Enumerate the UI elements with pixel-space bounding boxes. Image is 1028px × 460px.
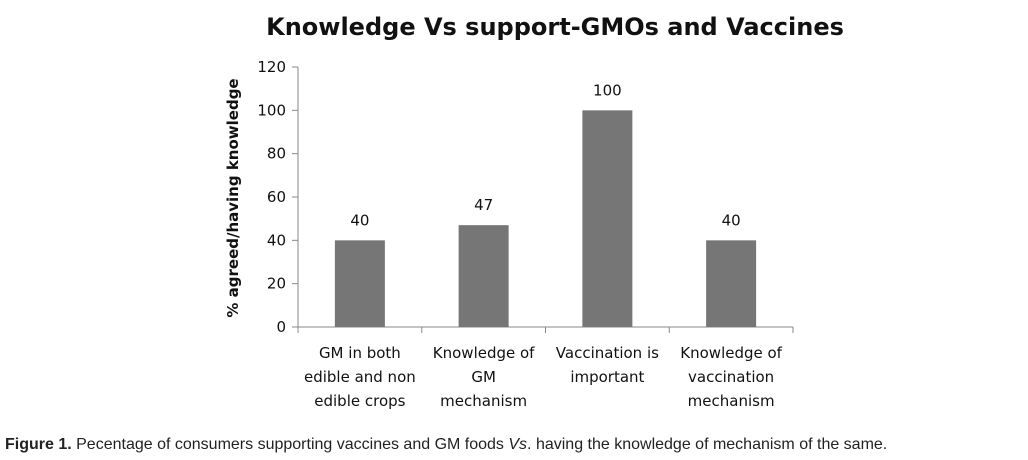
caption-label: Figure 1. [5, 436, 72, 453]
category-label-line: GM [471, 368, 496, 386]
data-label: 100 [593, 81, 622, 99]
category-label-line: mechanism [440, 392, 527, 410]
caption-text-2: . having the knowledge of mechanism of t… [527, 436, 888, 453]
category-label-line: Knowledge of [433, 344, 535, 362]
plot-area: 0 20 40 60 80 100 120 40 GM in both edible and no… [257, 58, 794, 410]
data-label: 47 [474, 196, 493, 214]
bar-chart: Knowledge Vs support-GMOs and Vaccines %… [224, 13, 844, 410]
bar [582, 110, 633, 327]
bar [458, 225, 509, 327]
data-label: 40 [350, 211, 369, 229]
category-label-line: edible and non [304, 368, 416, 386]
chart-title: Knowledge Vs support-GMOs and Vaccines [266, 13, 844, 41]
y-tick-label: 60 [267, 188, 286, 206]
category-label-line: GM in both [319, 344, 401, 362]
y-axis-title: % agreed/having knowledge [224, 78, 242, 317]
y-tick-label: 20 [267, 275, 286, 293]
y-tick-label: 40 [267, 231, 286, 249]
category-label-line: Knowledge of [680, 344, 782, 362]
category-label-line: vaccination [688, 368, 774, 386]
data-label: 40 [722, 211, 741, 229]
category-label-line: edible crops [314, 392, 405, 410]
caption-italic: Vs [508, 436, 528, 453]
category-label: GM in both edible and non edible crops [304, 344, 416, 410]
category-label: Knowledge of GM mechanism [433, 344, 535, 410]
category-label-line: Vaccination is [556, 344, 659, 362]
caption-text-1: Pecentage of consumers supporting vaccin… [71, 436, 509, 453]
y-tick-label: 0 [276, 318, 286, 336]
bar [706, 240, 757, 327]
category-label: Knowledge of vaccination mechanism [680, 344, 782, 410]
bar [334, 240, 385, 327]
figure-caption: Figure 1. Pecentage of consumers support… [5, 436, 1025, 454]
category-label-line: mechanism [688, 392, 775, 410]
category-label: Vaccination is important [556, 344, 659, 386]
category-label-line: important [570, 368, 644, 386]
y-tick-label: 120 [257, 58, 286, 76]
y-tick-label: 100 [257, 101, 286, 119]
y-tick-label: 80 [267, 145, 286, 163]
